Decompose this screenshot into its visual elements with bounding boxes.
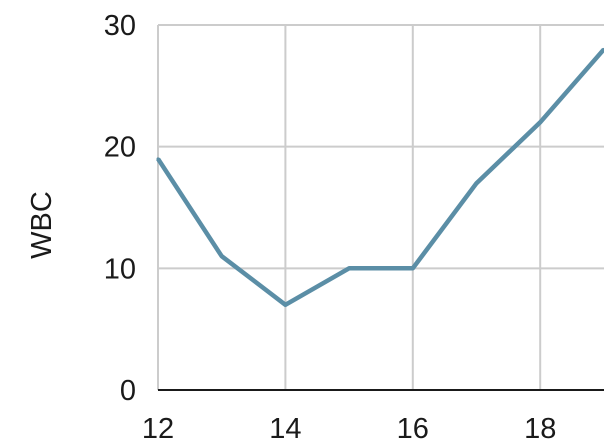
data-point xyxy=(220,254,224,258)
x-tick-label: 12 xyxy=(142,413,174,441)
data-point xyxy=(475,181,478,185)
grid-lines xyxy=(157,24,604,390)
data-point xyxy=(538,120,542,124)
x-tick-label: 14 xyxy=(269,413,301,441)
series-line xyxy=(156,47,604,308)
data-point xyxy=(156,157,160,161)
y-tick-label: 20 xyxy=(104,132,136,164)
y-tick-label: 10 xyxy=(104,253,136,285)
y-tick-labels: 0 10 20 30 xyxy=(104,10,136,407)
y-axis-title: WBC xyxy=(26,191,58,259)
y-tick-label: 30 xyxy=(104,10,136,42)
y-tick-label: 0 xyxy=(120,375,136,407)
x-tick-label: 18 xyxy=(524,413,556,441)
data-point xyxy=(283,303,287,307)
x-tick-labels: 12 14 16 18 xyxy=(142,413,556,441)
x-tick-label: 16 xyxy=(397,413,429,441)
series-group xyxy=(156,47,604,308)
data-point xyxy=(411,266,415,270)
data-point xyxy=(347,266,351,270)
